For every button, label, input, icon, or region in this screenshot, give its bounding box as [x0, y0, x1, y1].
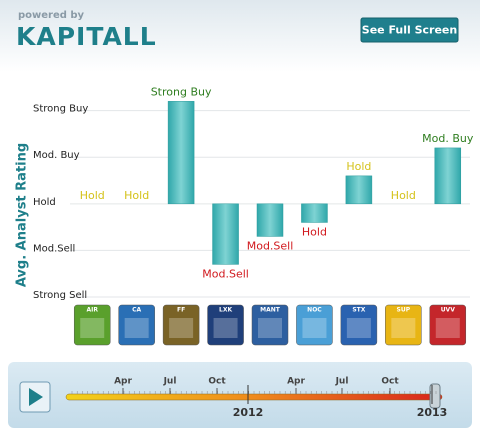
slider-track[interactable] — [65, 393, 443, 401]
year-label: 2012 — [233, 406, 264, 419]
bar — [301, 203, 328, 223]
icon-bg — [296, 304, 333, 346]
icon-bg — [162, 304, 200, 346]
bar — [345, 175, 373, 205]
month-label: Jul — [163, 377, 177, 387]
full-screen-label[interactable]: See Full Screen — [362, 24, 457, 37]
icon-inner — [346, 318, 371, 338]
timeline-labels: Apr Jul Oct Apr Jul Oct 2012 2013 — [71, 377, 448, 419]
x-tick-label: AIR — [86, 307, 98, 314]
value-label: Strong Buy — [151, 85, 212, 98]
logo: KAPITALL — [16, 22, 157, 51]
icon-inner — [258, 318, 282, 338]
company-icon[interactable]: UVV — [429, 304, 467, 346]
icon-bg — [340, 304, 378, 346]
month-label: Apr — [287, 377, 305, 387]
value-label: Hold — [80, 189, 105, 202]
y-tick-label: Strong Buy — [33, 104, 88, 115]
icon-bg — [385, 304, 422, 346]
icon-bg — [73, 304, 111, 346]
value-label: Hold — [302, 225, 327, 238]
y-tick-label: Mod.Sell — [33, 243, 75, 254]
company-icon[interactable]: SUP — [385, 304, 422, 346]
icon-inner — [80, 318, 105, 338]
x-tick-label: NOC — [307, 307, 322, 314]
company-icon[interactable]: AIR — [73, 304, 111, 346]
y-tick-label: Hold — [33, 197, 56, 208]
bar — [212, 203, 239, 265]
company-icon[interactable]: FF — [162, 304, 200, 346]
company-icon[interactable]: LXK — [207, 304, 244, 346]
month-label: Apr — [114, 377, 132, 387]
value-label: Mod.Sell — [247, 239, 294, 252]
month-label: Oct — [381, 377, 399, 387]
company-icon[interactable]: STX — [340, 304, 378, 346]
icon-inner — [391, 318, 416, 338]
play-icon[interactable] — [29, 388, 43, 406]
x-tick-label: LXK — [219, 307, 232, 314]
icon-bg — [207, 304, 244, 346]
x-tick-label: SUP — [397, 307, 411, 314]
powered-by: powered by — [18, 10, 85, 21]
icon-bg — [429, 304, 467, 346]
y-tick-label: Mod. Buy — [33, 150, 80, 161]
full-screen-button[interactable] — [360, 17, 459, 43]
value-label: Hold — [346, 160, 371, 173]
icon-inner — [213, 318, 238, 338]
icon-inner — [124, 318, 149, 338]
company-icon[interactable]: CA — [118, 304, 155, 346]
x-tick-label: FF — [177, 307, 185, 314]
bar — [256, 203, 284, 237]
year-label: 2013 — [417, 406, 448, 419]
value-label: Hold — [391, 189, 416, 202]
value-label: Mod.Sell — [202, 267, 249, 280]
company-icon[interactable]: NOC — [296, 304, 333, 346]
x-tick-label: STX — [352, 307, 365, 314]
month-label: Jul — [335, 377, 349, 387]
month-label: Oct — [208, 377, 226, 387]
value-label: Hold — [124, 189, 149, 202]
company-icon[interactable]: MANT — [251, 304, 289, 346]
value-label: Mod. Buy — [422, 132, 474, 145]
icon-inner — [435, 318, 460, 338]
y-tick-label: Strong Sell — [33, 290, 87, 301]
icon-inner — [169, 318, 194, 338]
x-tick-label: MANT — [260, 307, 281, 314]
x-tick-label: UVV — [441, 307, 456, 314]
bar — [167, 101, 195, 205]
icon-bg — [118, 304, 155, 346]
bar — [434, 147, 462, 205]
y-axis-title: Avg. Analyst Rating — [15, 143, 30, 287]
x-tick-label: CA — [132, 307, 141, 314]
icon-inner — [302, 318, 327, 338]
icon-bg — [251, 304, 289, 346]
